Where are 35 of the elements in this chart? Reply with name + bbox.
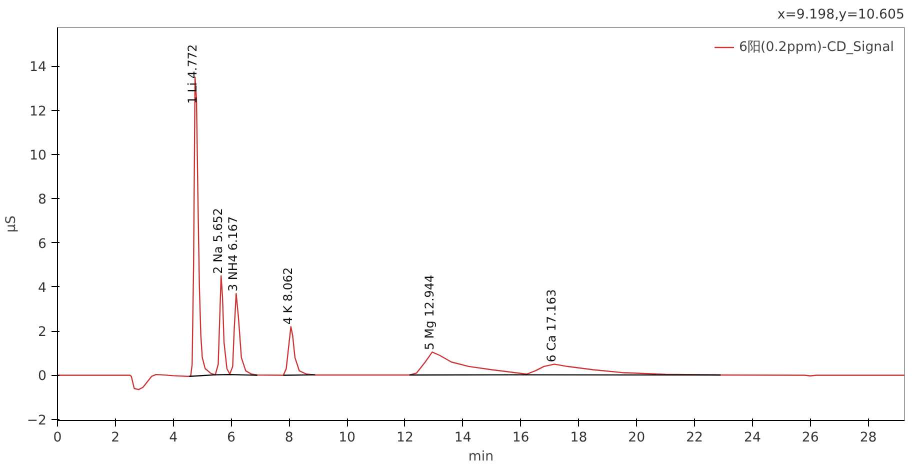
x-tick-label: 2 <box>111 430 120 446</box>
annotation: 1 Li 4.772 <box>186 44 200 104</box>
annotation: 5 Mg 12.944 <box>422 274 436 350</box>
y-tick-label: 10 <box>30 148 47 164</box>
line-series <box>58 76 904 390</box>
x-tick-label: 28 <box>860 430 877 446</box>
y-tick-label: 0 <box>38 369 47 384</box>
x-tick-label: 20 <box>628 430 646 446</box>
x-tick-label: 10 <box>338 430 356 446</box>
annotation: 6 Ca 17.163 <box>544 289 558 362</box>
y-tick-label: 6 <box>38 236 47 252</box>
x-tick-label: 26 <box>802 430 819 446</box>
legend-label: 6阳(0.2ppm)-CD_Signal <box>739 39 894 56</box>
x-tick-label: 12 <box>396 430 414 446</box>
x-tick-label: 24 <box>744 430 761 446</box>
x-axis-title: min <box>468 450 494 464</box>
x-tick-label: 18 <box>570 430 588 446</box>
annotation: 3 NH4 6.167 <box>226 216 240 292</box>
x-tick-label: 16 <box>512 430 530 446</box>
text: x=9.198,y=10.605 <box>777 8 905 22</box>
y-tick-label: 4 <box>38 280 47 296</box>
x-tick-label: 6 <box>227 430 236 446</box>
annotation: 2 Na 5.652 <box>211 208 226 274</box>
y-axis-title: µS <box>4 216 19 232</box>
x-tick-label: 14 <box>454 430 472 446</box>
y-tick-label: 8 <box>38 192 47 208</box>
x-tick-label: 4 <box>169 430 178 446</box>
x-tick-label: 8 <box>284 430 294 446</box>
y-tick-label: 12 <box>30 104 47 120</box>
annotation: 4 K 8.062 <box>280 267 295 325</box>
y-tick-label: 14 <box>30 60 47 76</box>
y-tick-label: 2 <box>38 325 47 340</box>
x-tick-label: 22 <box>686 430 704 446</box>
y-tick-label: −2 <box>26 413 47 428</box>
x-tick-label: 0 <box>53 430 62 446</box>
